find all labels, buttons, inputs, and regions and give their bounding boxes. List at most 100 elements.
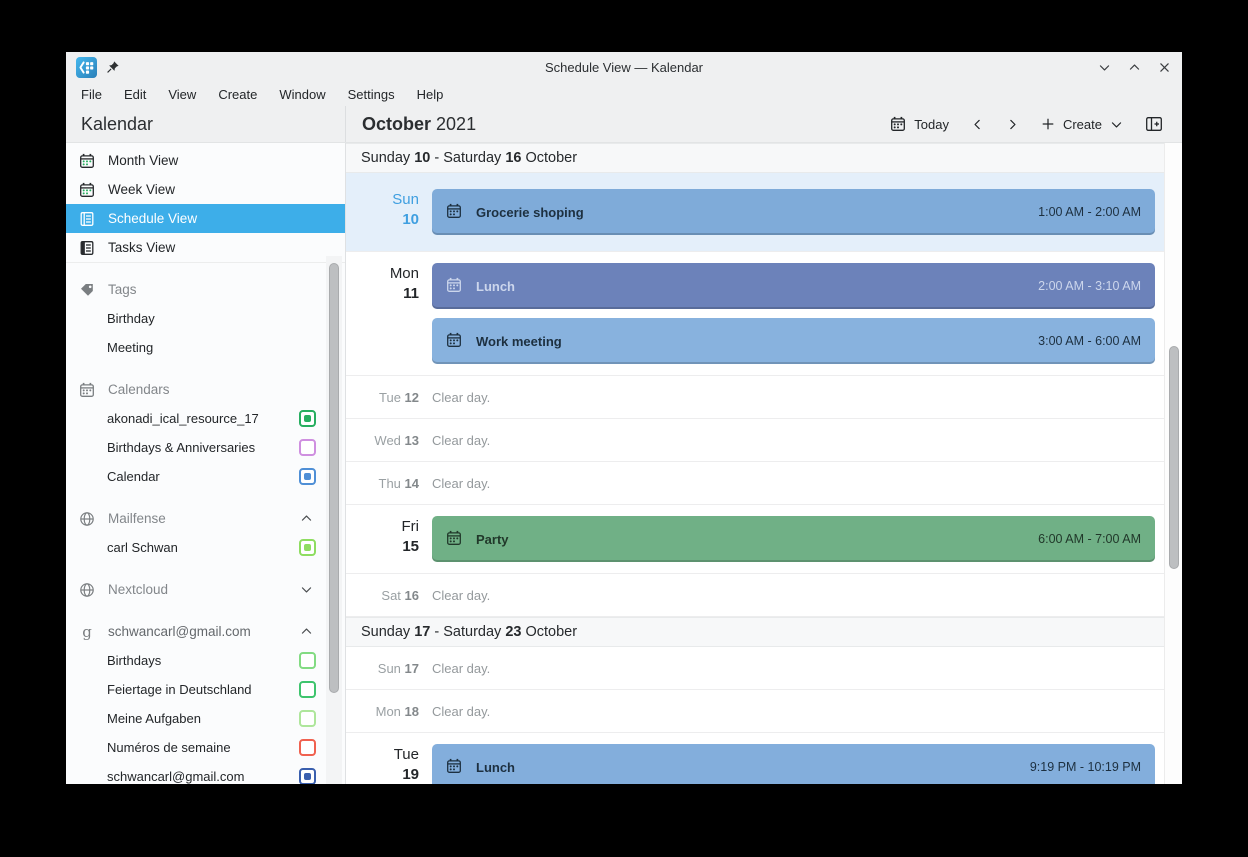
calendar-item-akonadi-ical-resource-17[interactable]: akonadi_ical_resource_17 — [66, 404, 345, 433]
event-time: 3:00 AM - 6:00 AM — [1038, 334, 1141, 348]
calendar-item-label: carl Schwan — [107, 540, 178, 555]
close-icon — [1158, 61, 1171, 74]
event-card-work-meeting[interactable]: Work meeting 3:00 AM - 6:00 AM — [432, 318, 1155, 364]
calendar-checkbox[interactable] — [299, 652, 316, 669]
day-name: Sun — [392, 191, 419, 208]
menu-item-edit[interactable]: Edit — [113, 85, 157, 104]
calendar-item-feiertage-in-deutschland[interactable]: Feiertage in Deutschland — [66, 675, 345, 704]
calendar-item-birthdays-anniversaries[interactable]: Birthdays & Anniversaries — [66, 433, 345, 462]
sidebar-item-month-view[interactable]: Month View — [66, 146, 345, 175]
header-toolbar: Kalendar October 2021 Today Create — [66, 106, 1182, 143]
clear-day-note: Clear day. — [432, 587, 491, 603]
chevron-up-icon — [1128, 61, 1141, 74]
next-button[interactable] — [997, 113, 1028, 136]
calendar-item-label: Meeting — [107, 340, 154, 355]
event-card-grocerie-shoping[interactable]: Grocerie shoping 1:00 AM - 2:00 AM — [432, 189, 1155, 235]
day-row-mon-18: Mon 18 Clear day. — [346, 690, 1182, 733]
day-row-mon-11: Mon 11 Lunch 2:00 AM - 3:10 AM Work meeting 3… — [346, 252, 1182, 376]
day-label: Sat 16 — [346, 588, 432, 603]
clear-day-note: Clear day. — [432, 432, 491, 448]
menu-item-create[interactable]: Create — [207, 85, 268, 104]
calendar-item-label: Birthdays — [107, 653, 162, 668]
event-title: Lunch — [476, 278, 515, 294]
day-row-fri-15: Fri 15 Party 6:00 AM - 7:00 AM — [346, 505, 1182, 574]
today-button[interactable]: Today — [881, 111, 958, 137]
menu-item-file[interactable]: File — [70, 85, 113, 104]
calendar-checkbox[interactable] — [299, 539, 316, 556]
menu-item-view[interactable]: View — [157, 85, 207, 104]
day-number: 14 — [404, 475, 419, 491]
menu-item-help[interactable]: Help — [406, 85, 455, 104]
section-header-calendars[interactable]: Calendars — [66, 375, 345, 404]
section-header-schwancarl-gmail-com[interactable]: g schwancarl@gmail.com — [66, 617, 345, 646]
event-time: 9:19 PM - 10:19 PM — [1029, 760, 1141, 774]
calendar-item-meeting[interactable]: Meeting — [66, 333, 345, 362]
event-card-lunch[interactable]: Lunch 9:19 PM - 10:19 PM — [432, 744, 1155, 784]
calendar-item-birthdays[interactable]: Birthdays — [66, 646, 345, 675]
sidebar-toggle-button[interactable] — [1136, 111, 1172, 137]
main-scrollbar-thumb[interactable] — [1169, 346, 1179, 569]
chevron-down-icon — [1098, 61, 1111, 74]
globe-icon — [79, 511, 95, 527]
day-label: Tue 19 — [346, 744, 432, 784]
calendar-item-num-ros-de-semaine[interactable]: Numéros de semaine — [66, 733, 345, 762]
day-name: Tue — [379, 389, 405, 405]
calendar-icon — [446, 758, 464, 776]
calendar-checkbox[interactable] — [299, 768, 316, 784]
schedule-list: Sunday 10 - Saturday 16 October Sun 10 Groc… — [346, 143, 1182, 784]
week-header-text: Sunday — [361, 150, 415, 166]
clear-day-note: Clear day. — [432, 389, 491, 405]
calendar-icon — [446, 203, 464, 221]
section-header-mailfense[interactable]: Mailfense — [66, 504, 345, 533]
event-time: 2:00 AM - 3:10 AM — [1038, 279, 1141, 293]
create-button[interactable]: Create — [1032, 112, 1132, 137]
calendar-item-birthday[interactable]: Birthday — [66, 304, 345, 333]
events-column: Lunch 2:00 AM - 3:10 AM Work meeting 3:00 A… — [432, 263, 1182, 364]
sidebar-sections: Tags Birthday Meeting Calendars akonadi_ical… — [66, 262, 345, 784]
event-time: 1:00 AM - 2:00 AM — [1038, 205, 1141, 219]
year-label: 2021 — [436, 113, 477, 134]
calendar-checkbox[interactable] — [299, 739, 316, 756]
day-number: 12 — [404, 389, 419, 405]
calendar-checkbox[interactable] — [299, 468, 316, 485]
plus-icon — [1041, 117, 1055, 131]
day-label: Sun 17 — [346, 661, 432, 676]
sidebar-item-schedule-view[interactable]: Schedule View — [66, 204, 345, 233]
maximize-button[interactable] — [1127, 60, 1142, 75]
sidebar-item-tasks-view[interactable]: Tasks View — [66, 233, 345, 262]
calendar-checkbox[interactable] — [299, 439, 316, 456]
event-card-lunch[interactable]: Lunch 2:00 AM - 3:10 AM — [432, 263, 1155, 309]
month-view-icon — [79, 153, 95, 169]
calendar-checkbox[interactable] — [299, 710, 316, 727]
calendar-item-carl-schwan[interactable]: carl Schwan — [66, 533, 345, 562]
view-item-label: Month View — [108, 153, 179, 168]
calendar-icon — [446, 530, 464, 548]
day-number: 10 — [402, 210, 419, 228]
close-button[interactable] — [1157, 60, 1172, 75]
section-title: Calendars — [108, 382, 170, 397]
minimize-button[interactable] — [1097, 60, 1112, 75]
calendar-item-schwancarl-gmail-com[interactable]: schwancarl@gmail.com — [66, 762, 345, 784]
previous-button[interactable] — [962, 113, 993, 136]
event-card-party[interactable]: Party 6:00 AM - 7:00 AM — [432, 516, 1155, 562]
menu-item-window[interactable]: Window — [268, 85, 336, 104]
section-header-nextcloud[interactable]: Nextcloud — [66, 575, 345, 604]
day-name: Mon — [375, 703, 405, 719]
day-label: Mon 11 — [346, 263, 432, 364]
sidebar-scrollbar-thumb[interactable] — [329, 263, 339, 693]
calendar-checkbox[interactable] — [299, 681, 316, 698]
calendar-item-meine-aufgaben[interactable]: Meine Aufgaben — [66, 704, 345, 733]
sidebar-section-schwancarl-gmail-com: g schwancarl@gmail.com Birthdays Feiertage … — [66, 617, 345, 784]
week-header-text: 17 — [414, 624, 431, 640]
calendar-checkbox[interactable] — [299, 410, 316, 427]
day-number: 15 — [402, 537, 419, 555]
menu-item-settings[interactable]: Settings — [337, 85, 406, 104]
title-bar: Schedule View — Kalendar — [66, 52, 1182, 82]
kalendar-app-icon — [76, 56, 97, 78]
day-number: 18 — [404, 703, 419, 719]
section-header-tags[interactable]: Tags — [66, 275, 345, 304]
sidebar-item-week-view[interactable]: Week View — [66, 175, 345, 204]
chevron-down-icon — [300, 583, 313, 596]
day-number: 16 — [404, 587, 419, 603]
calendar-item-calendar[interactable]: Calendar — [66, 462, 345, 491]
